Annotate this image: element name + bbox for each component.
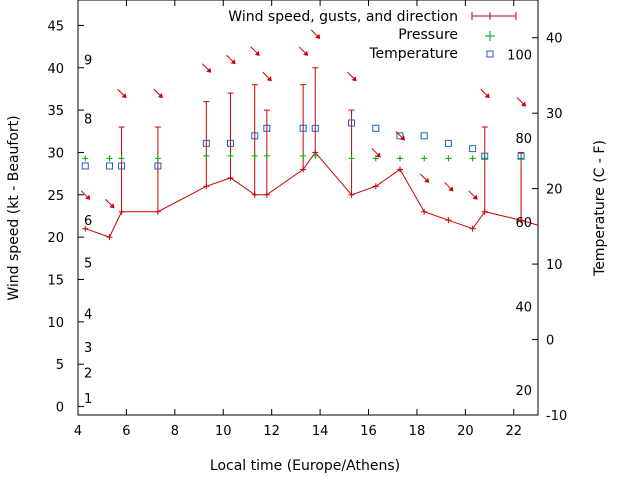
temperature-point <box>311 124 319 132</box>
temperature-point <box>469 145 477 153</box>
beaufort-label: 1 <box>84 392 92 407</box>
temperature-point <box>299 124 307 132</box>
legend-wind-swatch <box>471 12 517 20</box>
temperature-point <box>348 119 356 127</box>
temperature-point <box>372 124 380 132</box>
wind-speed-line <box>85 151 539 238</box>
x-tick-label: 8 <box>171 424 179 439</box>
legend: Wind speed, gusts, and direction Pressur… <box>228 9 517 62</box>
y-tick-label: 10 <box>47 316 64 331</box>
x-tick-label: 18 <box>409 424 426 439</box>
wind-direction-arrowhead <box>121 93 127 99</box>
fahrenheit-label: 80 <box>515 132 532 147</box>
wind-direction-arrowhead <box>230 59 236 65</box>
tick-labels: 4 6 8 10 12 14 16 18 20 22051015202530354045-1001… <box>47 19 567 439</box>
beaufort-label: 6 <box>84 214 92 229</box>
y-axis-title: Wind speed (kt - Beaufort) <box>6 115 22 300</box>
wind-direction-arrows <box>80 29 527 209</box>
wind-direction-arrowhead <box>400 135 405 141</box>
legend-pressure-label: Pressure <box>398 27 458 43</box>
y-tick-label: 30 <box>47 146 64 161</box>
temperature-point <box>81 162 89 170</box>
y-tick-label: 40 <box>47 62 64 77</box>
y2-tick-label: 40 <box>546 32 563 47</box>
x-tick-label: 16 <box>360 424 377 439</box>
fahrenheit-label: 20 <box>515 384 532 399</box>
fahrenheit-label: 100 <box>507 48 532 63</box>
legend-temperature-swatch <box>486 50 494 58</box>
legend-wind-label: Wind speed, gusts, and direction <box>228 9 458 25</box>
temperature-point <box>481 152 489 160</box>
wind-direction-arrowhead <box>303 50 309 56</box>
legend-pressure-swatch <box>485 31 495 41</box>
temperature-point <box>105 162 113 170</box>
wind-direction-arrowhead <box>375 152 381 158</box>
fahrenheit-label: 60 <box>515 216 532 231</box>
x-tick-label: 14 <box>312 424 329 439</box>
wind-direction-arrowhead <box>85 194 91 200</box>
wind-direction-arrowhead <box>109 203 115 209</box>
x-tick-label: 6 <box>122 424 130 439</box>
wind-direction-arrowhead <box>266 76 272 82</box>
wind-direction-arrowhead <box>448 186 454 192</box>
temperature-point <box>263 124 271 132</box>
y-tick-label: 35 <box>47 104 64 119</box>
wind-direction-arrowhead <box>351 76 357 82</box>
beaufort-label: 5 <box>84 257 92 272</box>
y2-axis-title: Temperature (C - F) <box>592 140 608 277</box>
wind-direction-arrowhead <box>484 93 490 99</box>
temperature-point <box>396 132 404 140</box>
temperature-point <box>444 139 452 147</box>
pressure-series <box>82 152 525 162</box>
y2-tick-label: 20 <box>546 183 563 198</box>
wind-direction-arrowhead <box>157 93 163 99</box>
wind-direction-arrowhead <box>254 50 260 56</box>
beaufort-label: 8 <box>84 113 92 128</box>
wind-direction-arrowhead <box>424 177 430 183</box>
x-tick-label: 22 <box>506 424 523 439</box>
y-tick-label: 20 <box>47 231 64 246</box>
temperature-point <box>227 139 235 147</box>
x-tick-label: 12 <box>263 424 280 439</box>
fahrenheit-label: 40 <box>515 300 532 315</box>
x-tick-label: 4 <box>74 424 82 439</box>
y-tick-label: 25 <box>47 189 64 204</box>
x-tick-label: 10 <box>215 424 232 439</box>
wind-direction-arrowhead <box>521 101 527 107</box>
beaufort-label: 3 <box>84 341 92 356</box>
y-tick-label: 45 <box>47 19 64 34</box>
temperature-point <box>118 162 126 170</box>
temperature-point <box>154 162 162 170</box>
legend-temperature-label: Temperature <box>368 46 458 62</box>
y2-tick-label: 30 <box>546 107 563 122</box>
x-tick-label: 20 <box>457 424 474 439</box>
wind-series <box>82 67 539 241</box>
y-tick-label: 0 <box>56 401 64 416</box>
beaufort-label: 4 <box>84 307 92 322</box>
temperature-point <box>251 132 259 140</box>
wind-direction-arrowhead <box>472 194 478 200</box>
plot-frame <box>77 0 539 416</box>
x-axis-title: Local time (Europe/Athens) <box>210 458 400 474</box>
wind-direction-arrowhead <box>206 67 212 73</box>
y2-tick-label: -10 <box>546 409 567 424</box>
temperature-point <box>420 132 428 140</box>
beaufort-label: 2 <box>84 367 92 382</box>
beaufort-fahrenheit-labels: 1 2 3 4 5 6 8 9 20 40 60 80 100 <box>84 48 532 407</box>
temperature-series <box>81 119 525 170</box>
wind-direction-arrowhead <box>315 33 321 39</box>
y2-tick-label: 0 <box>546 334 554 349</box>
beaufort-label: 9 <box>84 53 92 68</box>
y2-tick-label: 10 <box>546 258 563 273</box>
tick-marks <box>77 0 538 416</box>
temperature-point <box>517 152 525 160</box>
y-tick-label: 15 <box>47 273 64 288</box>
temperature-point <box>202 139 210 147</box>
y-tick-label: 5 <box>56 358 64 373</box>
